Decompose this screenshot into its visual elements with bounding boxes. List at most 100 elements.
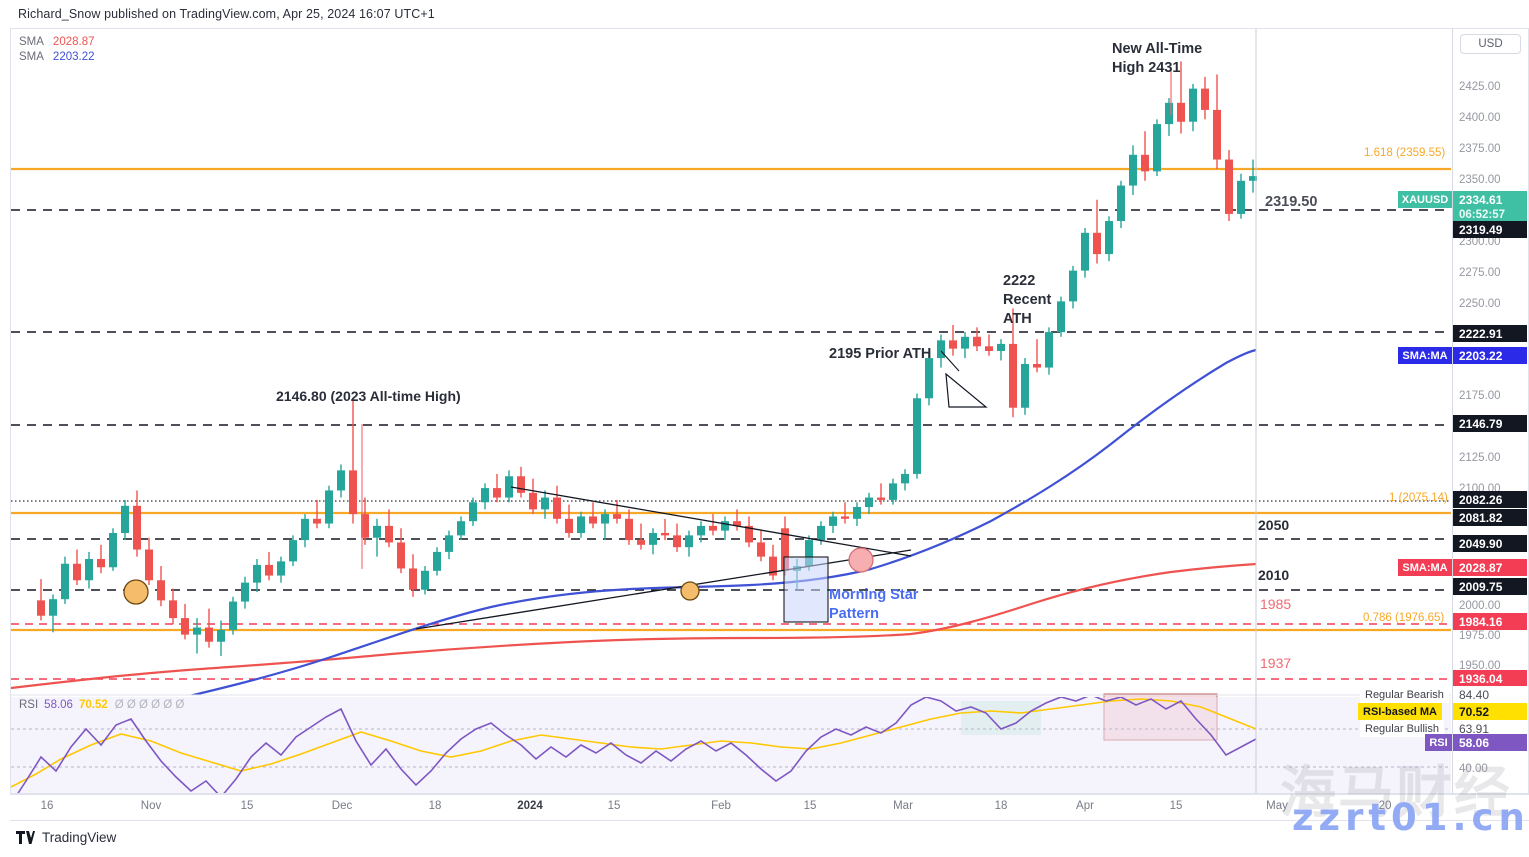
time-axis-label: 18 (994, 800, 1008, 812)
candle-body (325, 490, 333, 524)
rsi-value: 58.06 (1453, 734, 1527, 751)
candle-body (481, 488, 489, 503)
countdown-badge: 06:52:57 (1453, 207, 1527, 222)
candle-body (229, 601, 237, 630)
candle-body (157, 580, 165, 601)
price-badge-last: 2334.61 (1453, 191, 1527, 208)
price-badge: 2222.91 (1453, 325, 1527, 342)
time-axis-label: 15 (803, 800, 817, 812)
currency-button[interactable]: USD (1460, 34, 1521, 54)
annotation-morning-star: Morning Star Pattern (829, 587, 919, 622)
candle-body (997, 343, 1005, 351)
candle-body (733, 521, 741, 526)
sma-badge-label: SMA:MA (1398, 347, 1452, 364)
publish-line: Richard_Snow published on TradingView.co… (18, 7, 435, 21)
candle-body (673, 535, 681, 548)
candle-body (781, 528, 789, 571)
time-axis-label: May (1266, 800, 1288, 812)
chart-legend: SMA 2028.87 SMA 2203.22 (19, 35, 95, 65)
time-axis-label: 16 (40, 800, 54, 812)
candle-body (49, 599, 57, 616)
time-axis-label: 2024 (517, 800, 543, 812)
price-badge-sma-fast: 2203.22 (1453, 347, 1527, 364)
legend-row-sma-slow: SMA 2203.22 (19, 50, 95, 65)
price-tick: 2425.00 (1459, 81, 1501, 93)
price-tick: 2275.00 (1459, 267, 1501, 279)
candle-body (841, 516, 849, 519)
candle-body (289, 540, 297, 562)
annotation-2023-ath: 2146.80 (2023 All-time High) (276, 388, 461, 404)
candle-body (805, 540, 813, 567)
annotation-recent-ath: 2222 Recent ATH (1003, 273, 1052, 327)
fib-label-1: 1 (2075.14) (1389, 492, 1448, 504)
time-axis[interactable] (10, 794, 1529, 821)
candle-body (709, 525, 717, 531)
candle-body (877, 497, 885, 500)
candle-body (1249, 176, 1257, 181)
candle-body (949, 340, 957, 349)
candle-body (601, 514, 609, 524)
candle-body (457, 521, 465, 536)
candle-body (865, 497, 873, 507)
candle-body (1165, 102, 1173, 125)
fib-label-0786: 0.786 (1976.65) (1363, 612, 1445, 624)
candle-body (373, 525, 381, 538)
candle-body (613, 514, 621, 519)
candle-body (697, 525, 705, 536)
symbol-badge: XAUUSD (1398, 191, 1452, 208)
candle-body (649, 533, 657, 545)
chart-plot-area[interactable]: SMA 2028.87 SMA 2203.22 (10, 28, 1452, 794)
candle-body (1117, 185, 1125, 221)
price-badge: 2319.49 (1453, 221, 1527, 238)
price-badge: 2146.79 (1453, 415, 1527, 432)
candle-body (1225, 159, 1233, 214)
annotation-new-ath: New All-Time High 2431 (1112, 41, 1203, 76)
tradingview-logo-icon (16, 831, 35, 844)
candle-body (745, 525, 753, 543)
candle-body (1069, 270, 1077, 302)
horizontal-levels (11, 167, 1451, 680)
rsi-bullish-value: 63.91 (1453, 720, 1527, 737)
moving-average-lines (11, 348, 1257, 695)
candle-body (685, 535, 693, 548)
legend-label-sma2: SMA (19, 51, 44, 63)
candle-body (1201, 88, 1209, 110)
annotation-price-2319: 2319.50 (1265, 194, 1318, 210)
tradingview-brand: TradingView (42, 830, 117, 845)
rsi-bearish-value: 84.40 (1453, 686, 1527, 703)
time-axis-label: Mar (893, 800, 913, 812)
candle-body (1081, 232, 1089, 271)
rsi-legend-value: 58.06 (44, 699, 73, 711)
candle-body (469, 502, 477, 522)
rsi-line (17, 697, 1257, 793)
sma-slow-line (11, 562, 1257, 690)
candle-body (277, 561, 285, 576)
annotation-level-2010: 2010 (1258, 567, 1290, 583)
candle-body (541, 497, 549, 510)
legend-value-sma1: 2028.87 (52, 36, 95, 48)
candle-body (337, 470, 345, 491)
candle-body (169, 600, 177, 619)
rsi-ma-value: 70.52 (1453, 703, 1527, 720)
annotation-level-1937: 1937 (1260, 655, 1292, 671)
price-tick: 2175.00 (1459, 390, 1501, 402)
candle-body (985, 346, 993, 351)
candle-body (433, 551, 441, 571)
candle-body (397, 542, 405, 569)
candle-body (301, 518, 309, 541)
candle-body (61, 563, 69, 600)
candle-body (1045, 332, 1053, 368)
rsi-ma-label: RSI-based MA (1358, 703, 1442, 720)
candle-body (493, 488, 501, 498)
site-watermark: zzrt01.cn (1292, 796, 1529, 839)
price-tick: 40.00 (1459, 763, 1488, 775)
candle-body (133, 505, 141, 550)
rsi-legend-ma: 70.52 (78, 699, 108, 711)
chinese-watermark: 海马财经 (1280, 761, 1512, 826)
sma-badge-label: SMA:MA (1398, 559, 1452, 576)
candle-body (1213, 109, 1221, 160)
price-axis[interactable] (1452, 28, 1529, 794)
time-axis-label: 18 (428, 800, 442, 812)
price-badge: 2082.26 (1453, 491, 1527, 508)
